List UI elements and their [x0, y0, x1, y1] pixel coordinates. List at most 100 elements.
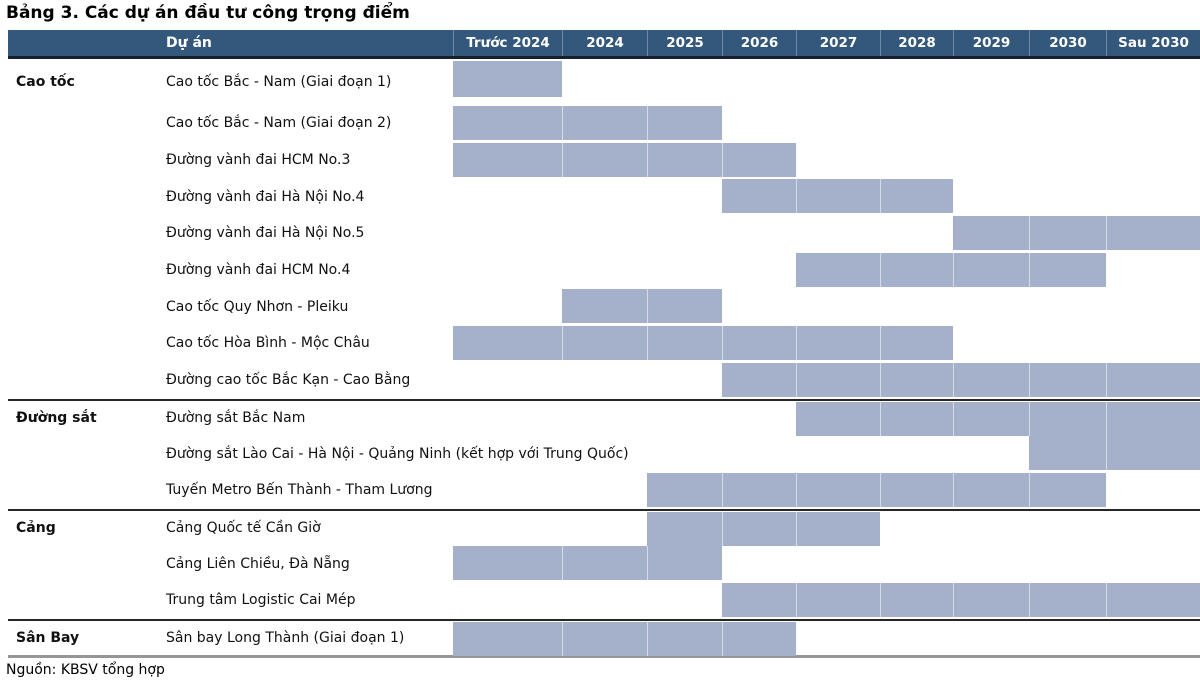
gantt-bar-cell — [880, 401, 953, 436]
gantt-bar-cell — [647, 326, 722, 361]
gantt-bar-cell — [453, 546, 562, 581]
gantt-bar-cell — [562, 106, 647, 140]
gantt-bar-cell — [953, 216, 1029, 251]
gantt-bar-cell — [453, 106, 562, 140]
gantt-bar-cell — [453, 621, 562, 656]
project-row: Cao tốc Cao tốc Bắc - Nam (Giai đoạn 1) — [8, 59, 1200, 105]
project-row: Cao tốc Quy Nhơn - Pleiku — [8, 288, 1200, 325]
gantt-bar — [453, 142, 796, 177]
gantt-bar-cell — [796, 362, 880, 397]
table-title: Bảng 3. Các dự án đầu tư công trọng điểm — [6, 3, 410, 23]
table-body: Cao tốc Cao tốc Bắc - Nam (Giai đoạn 1) Ca… — [8, 59, 1200, 659]
gantt-bar-cell — [796, 401, 880, 436]
gantt-area — [453, 545, 1200, 582]
project-row: Cảng Liên Chiều, Đà Nẵng — [8, 545, 1200, 582]
gantt-bar-cell — [647, 106, 722, 140]
gantt-bar-cell — [953, 252, 1029, 287]
gantt-area — [453, 178, 1200, 215]
gantt-bar-cell — [722, 621, 796, 656]
gantt-bar-cell — [796, 326, 880, 361]
gantt-bar-cell — [647, 621, 722, 656]
project-name: Đường vành đai Hà Nội No.4 — [166, 188, 365, 205]
category-label — [8, 325, 152, 362]
gantt-table: Dự án Trước 2024 2024 2025 2026 2027 2028 2029… — [8, 30, 1200, 659]
gantt-bar-cell — [722, 142, 796, 177]
gantt-bar-cell — [1029, 362, 1106, 397]
gantt-bar-cell — [880, 179, 953, 214]
gantt-bar-cell — [722, 179, 796, 214]
project-name: Tuyến Metro Bến Thành - Tham Lương — [166, 482, 433, 499]
gantt-bar-cell — [1029, 436, 1106, 471]
category-label: Cao tốc — [16, 74, 75, 90]
category-label — [8, 362, 152, 399]
project-name: Sân bay Long Thành (Giai đoạn 1) — [166, 629, 405, 646]
gantt-bar-cell — [1029, 472, 1106, 507]
gantt-bar-cell — [1106, 216, 1200, 251]
gantt-area — [453, 288, 1200, 325]
project-row: Đường vành đai HCM No.4 — [8, 252, 1200, 289]
gantt-bar-cell — [453, 61, 562, 97]
gantt-bar-cell — [722, 472, 796, 507]
project-row: Đường vành đai HCM No.3 — [8, 142, 1200, 179]
project-row: Đường sắt Lào Cai - Hà Nội - Quảng Ninh … — [8, 435, 1200, 472]
gantt-bar-cell — [953, 582, 1029, 617]
year-column-header: Trước 2024 — [453, 30, 562, 56]
category-label: Sân Bay — [16, 629, 80, 646]
project-name: Trung tâm Logistic Cai Mép — [166, 592, 356, 609]
project-name: Đường vành đai Hà Nội No.5 — [166, 225, 365, 242]
gantt-bar-cell — [562, 142, 647, 177]
gantt-bar-cell — [796, 252, 880, 287]
gantt-area — [453, 472, 1200, 509]
gantt-bar — [953, 216, 1200, 251]
gantt-bar — [562, 289, 722, 324]
project-row: Đường cao tốc Bắc Kạn - Cao Bằng — [8, 362, 1200, 399]
gantt-area — [453, 362, 1200, 399]
gantt-bar-cell — [722, 326, 796, 361]
gantt-bar — [453, 61, 562, 97]
gantt-bar — [1029, 436, 1200, 471]
gantt-bar-cell — [880, 326, 953, 361]
project-name: Cao tốc Hòa Bình - Mộc Châu — [166, 335, 370, 352]
year-column-header: 2029 — [953, 30, 1029, 56]
gantt-bar-cell — [562, 289, 647, 324]
gantt-bar-cell — [647, 472, 722, 507]
table-header-row: Dự án Trước 2024 2024 2025 2026 2027 2028 2029… — [8, 30, 1200, 59]
gantt-area — [453, 582, 1200, 619]
gantt-bar-cell — [1106, 582, 1200, 617]
gantt-bar-cell — [453, 142, 562, 177]
category-label — [8, 252, 152, 289]
gantt-area — [453, 401, 1200, 436]
gantt-bar-cell — [1106, 401, 1200, 436]
project-row: Đường vành đai Hà Nội No.5 — [8, 215, 1200, 252]
project-name: Cao tốc Bắc - Nam (Giai đoạn 2) — [166, 115, 392, 132]
gantt-bar-cell — [722, 511, 796, 546]
gantt-area — [453, 252, 1200, 289]
gantt-bar-cell — [647, 142, 722, 177]
gantt-bar-cell — [953, 401, 1029, 436]
gantt-area — [453, 59, 1200, 105]
category-label — [8, 288, 152, 325]
gantt-bar-cell — [647, 511, 722, 546]
gantt-bar-cell — [953, 362, 1029, 397]
project-name: Đường cao tốc Bắc Kạn - Cao Bằng — [166, 372, 411, 389]
gantt-area — [453, 325, 1200, 362]
project-row: Cao tốc Bắc - Nam (Giai đoạn 2) — [8, 105, 1200, 142]
gantt-bar — [453, 326, 953, 361]
gantt-bar-cell — [562, 621, 647, 656]
category-label — [8, 582, 152, 619]
project-row: Đường sắt Đường sắt Bắc Nam — [8, 398, 1200, 436]
gantt-bar-cell — [562, 326, 647, 361]
gantt-bar-cell — [1029, 582, 1106, 617]
project-row: Tuyến Metro Bến Thành - Tham Lương — [8, 472, 1200, 509]
gantt-bar-cell — [880, 582, 953, 617]
gantt-bar — [722, 582, 1200, 617]
project-name: Cao tốc Bắc - Nam (Giai đoạn 1) — [166, 74, 392, 90]
source-note: Nguồn: KBSV tổng hợp — [6, 662, 165, 679]
year-column-header: 2026 — [722, 30, 796, 56]
year-column-header: 2024 — [562, 30, 647, 56]
project-name: Cảng Liên Chiều, Đà Nẵng — [166, 555, 350, 572]
project-column-header: Dự án — [166, 35, 212, 51]
gantt-bar-cell — [880, 472, 953, 507]
gantt-bar-cell — [796, 472, 880, 507]
gantt-bar-cell — [562, 546, 647, 581]
